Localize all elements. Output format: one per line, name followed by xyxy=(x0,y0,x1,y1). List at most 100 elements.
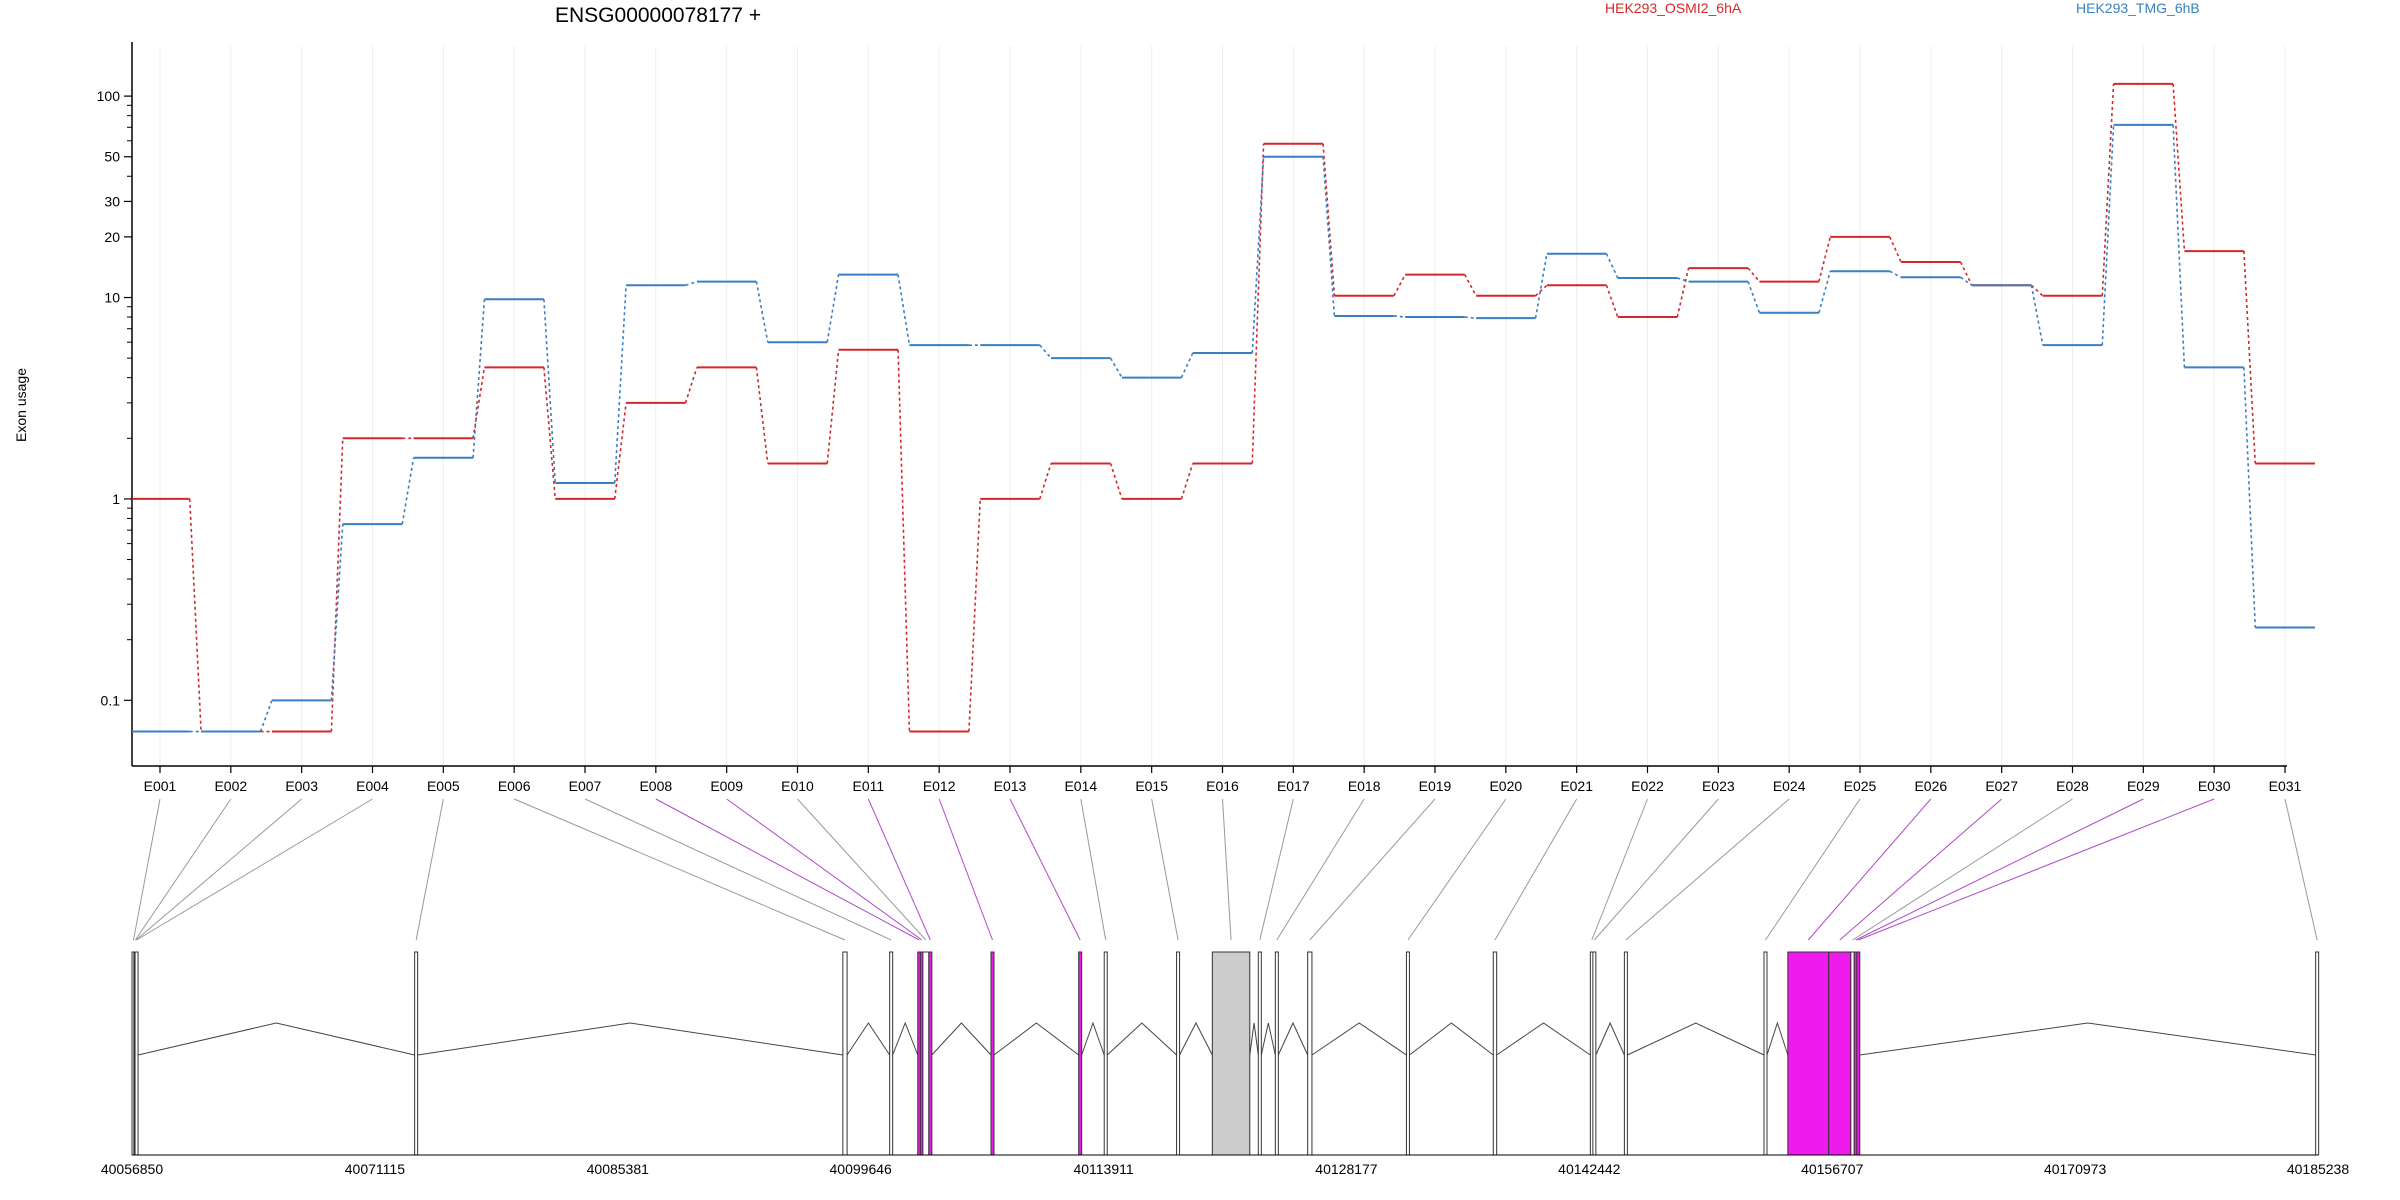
series-2-transition-E008 xyxy=(685,280,698,287)
plot-series xyxy=(132,82,2315,733)
y-tick-label: 0.1 xyxy=(101,692,121,708)
x-tick-label-E027: E027 xyxy=(1985,778,2018,794)
intron-1 xyxy=(137,1022,415,1056)
series-2-transition-E026 xyxy=(1960,276,1973,286)
series-1-transition-E026 xyxy=(1959,261,1973,286)
intron-2 xyxy=(417,1022,843,1056)
series-2 xyxy=(132,123,2315,733)
x-tick-label-E024: E024 xyxy=(1773,778,1806,794)
x-tick-label-E019: E019 xyxy=(1419,778,1452,794)
series-2-transition-E025 xyxy=(1889,270,1902,279)
x-tick-label-E016: E016 xyxy=(1206,778,1239,794)
plot-gridlines xyxy=(159,46,2286,766)
connector-E028 xyxy=(1852,798,2073,941)
series-1-transition-E014 xyxy=(1109,463,1123,500)
series-1-transition-E017 xyxy=(1322,143,1336,296)
series-1-transition-E018 xyxy=(1393,274,1406,297)
x-tick-label-E011: E011 xyxy=(852,778,884,794)
series-2-transition-E030 xyxy=(2243,367,2257,628)
x-tick-label-E003: E003 xyxy=(285,778,318,794)
connector-E014 xyxy=(1080,798,1107,941)
chart-title: ENSG00000078177 + xyxy=(555,4,761,27)
series-1-transition-E007 xyxy=(613,402,627,500)
intron-6 xyxy=(993,1022,1079,1056)
y-tick-label: 30 xyxy=(104,193,120,209)
connector-E030 xyxy=(1858,798,2215,941)
x-tick-label-E004: E004 xyxy=(356,778,389,794)
exon-block-E030 xyxy=(1856,951,1861,1156)
y-tick-label: 100 xyxy=(97,88,121,104)
connector-E001 xyxy=(133,798,161,941)
connector-E008 xyxy=(655,798,920,941)
x-tick-label-E030: E030 xyxy=(2198,778,2231,794)
intron-3 xyxy=(846,1022,891,1056)
series-2-transition-E019 xyxy=(1464,316,1477,319)
genomic-tick-label: 40056850 xyxy=(101,1161,164,1177)
genomic-tick-label: 40099646 xyxy=(830,1161,893,1177)
connector-E013 xyxy=(1009,798,1081,941)
exon-block-E031 xyxy=(2315,951,2320,1156)
series-2-transition-E003 xyxy=(330,524,344,701)
connector-E015 xyxy=(1151,798,1179,941)
series-1-transition-E013 xyxy=(1038,463,1052,500)
intron-17 xyxy=(1627,1022,1765,1056)
series-2-transition-E011 xyxy=(897,274,911,346)
intron-16 xyxy=(1595,1021,1625,1056)
exon-block-E017 xyxy=(1257,951,1262,1156)
exon-block-E007 xyxy=(889,951,894,1156)
intron-8 xyxy=(1106,1022,1177,1056)
exon-block-E012 xyxy=(990,951,995,1156)
series-1-transition-E028 xyxy=(2101,83,2115,296)
y-tick-label: 10 xyxy=(104,290,120,306)
connector-E020 xyxy=(1407,798,1507,941)
series-2-transition-E022 xyxy=(1677,277,1689,283)
exon-block-E023 xyxy=(1592,951,1597,1156)
x-tick-label-E025: E025 xyxy=(1844,778,1877,794)
series-2-transition-E020 xyxy=(1534,253,1548,319)
x-tick-label-E023: E023 xyxy=(1702,778,1735,794)
connector-E017 xyxy=(1259,798,1294,941)
exon-block-E026 xyxy=(1787,951,1830,1156)
series-1-transition-E011 xyxy=(897,349,911,732)
series-2-transition-E006 xyxy=(543,299,557,484)
exon-block-E018 xyxy=(1274,951,1279,1156)
exon-block-E016 xyxy=(1211,951,1251,1156)
connector-E002 xyxy=(134,798,232,941)
intron-11 xyxy=(1260,1022,1276,1056)
connector-E021 xyxy=(1494,798,1578,941)
exon-block-E010 xyxy=(922,951,930,1156)
connector-E010 xyxy=(797,798,927,941)
x-tick-label-E012: E012 xyxy=(923,778,956,794)
plot-axes: 0.1 1 10 20 30 50 100 E001 E002 E003 E004 E005 E006 E… xyxy=(97,42,2302,794)
exon-block-E019 xyxy=(1307,951,1313,1156)
genomic-tick-label: 40170973 xyxy=(2044,1161,2107,1177)
x-tick-label-E021: E021 xyxy=(1560,778,1593,794)
connector-E025 xyxy=(1765,798,1861,941)
connector-E026 xyxy=(1807,798,1932,941)
connector-E004 xyxy=(136,798,373,941)
intron-12 xyxy=(1277,1021,1309,1056)
x-tick-label-E031: E031 xyxy=(2269,778,2302,794)
series-1-transition-E023 xyxy=(1747,267,1761,283)
y-axis-label: Exon usage xyxy=(13,368,29,442)
connector-E027 xyxy=(1839,798,2002,941)
x-tick-label-E029: E029 xyxy=(2127,778,2160,794)
connector-E018 xyxy=(1276,798,1365,941)
x-tick-label-E018: E018 xyxy=(1348,778,1381,794)
x-tick-label-E009: E009 xyxy=(710,778,743,794)
series-1-transition-E024 xyxy=(1818,236,1832,282)
series-2-transition-E009 xyxy=(755,281,769,343)
series-2-transition-E024 xyxy=(1818,271,1832,313)
x-tick-label-E005: E005 xyxy=(427,778,460,794)
x-tick-label-E013: E013 xyxy=(994,778,1027,794)
intron-10 xyxy=(1249,1022,1259,1056)
genomic-tick-label: 40071115 xyxy=(345,1161,405,1177)
series-2-transition-E027 xyxy=(2030,285,2044,346)
genomic-tick-label: 40085381 xyxy=(587,1161,650,1177)
series-1-transition-E001 xyxy=(188,498,202,732)
series-2-transition-E016 xyxy=(1251,156,1265,354)
x-tick-label-E028: E028 xyxy=(2056,778,2089,794)
connector-E023 xyxy=(1593,798,1719,941)
series-1-transition-E016 xyxy=(1251,143,1265,464)
series-2-transition-E029 xyxy=(2172,124,2186,368)
